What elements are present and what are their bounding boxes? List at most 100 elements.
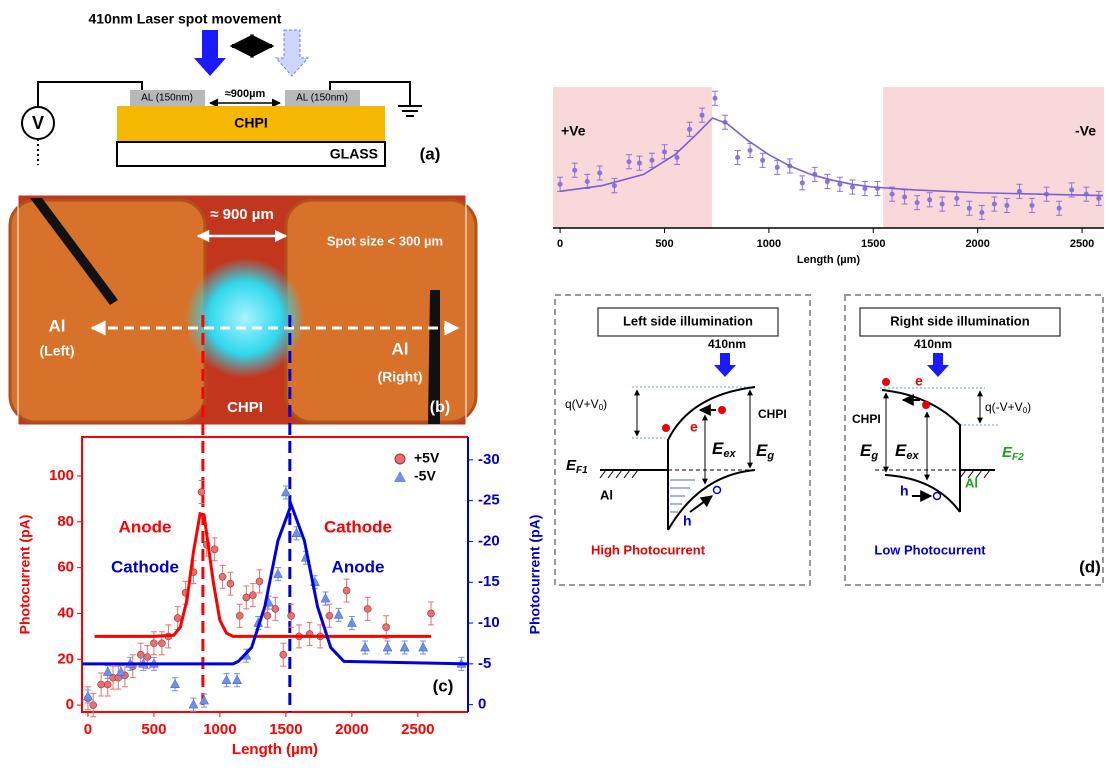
film-label: CHPI (227, 399, 263, 416)
text: E (1002, 444, 1013, 461)
title-box (859, 307, 1061, 337)
side-label: (Right) (377, 369, 422, 385)
point (199, 695, 209, 705)
result: High Photocurrent (591, 542, 706, 557)
filled-states (670, 479, 695, 513)
y2-tick-label: -20 (478, 532, 500, 549)
point (235, 611, 244, 620)
point (325, 611, 334, 620)
y-tick-label: 60 (57, 559, 74, 576)
point (116, 666, 126, 676)
wire (37, 81, 411, 107)
point (150, 639, 158, 648)
gap-label: ≈900µm (225, 88, 266, 100)
wavelength: 410nm (708, 337, 746, 351)
point (232, 674, 242, 684)
fit-line (82, 500, 469, 666)
electron-label: e (915, 373, 923, 389)
point (226, 579, 235, 588)
x-tick-label: 1000 (203, 721, 236, 738)
point (712, 95, 718, 101)
voltmeter-label: V (32, 113, 44, 133)
diagram-frame (554, 294, 811, 586)
point (799, 180, 805, 186)
diagram-title: Left side illumination (623, 313, 753, 328)
laser-arrow-ghost (274, 29, 310, 77)
text: ex (906, 450, 919, 462)
point (735, 155, 741, 160)
laser-arrow (714, 353, 736, 377)
point (1016, 188, 1022, 194)
contact-label: AL (150nm) (141, 93, 193, 104)
point (263, 611, 272, 620)
y2-tick-label: -5 (478, 655, 491, 672)
diagram-title: Right side illumination (890, 313, 1029, 328)
text: ) (1027, 400, 1031, 414)
panel-label: (c) (433, 676, 454, 695)
point (83, 690, 93, 701)
point (837, 181, 843, 187)
point (626, 159, 632, 165)
point (824, 178, 830, 184)
region-label: -Ve (1075, 123, 1096, 139)
barrier-label: q(V+V0) (565, 397, 607, 412)
point (382, 623, 390, 632)
point (320, 593, 331, 603)
pad (8, 198, 207, 424)
conduction-band (667, 386, 756, 530)
point (939, 201, 945, 207)
wavelength: 410nm (914, 337, 952, 351)
x-axis-label: Length (µm) (232, 741, 318, 758)
point (399, 641, 410, 652)
text: F2 (1012, 452, 1024, 463)
film-label: CHPI (852, 412, 881, 426)
substrate (116, 141, 386, 167)
laser-arrow (927, 353, 949, 377)
y-tick-label: 0 (66, 696, 74, 713)
diagram-frame (844, 294, 1104, 586)
point (382, 641, 393, 652)
gap-label: Eg (756, 441, 774, 461)
text: q(-V+V (985, 400, 1023, 414)
schematic: 410nm Laser spot movement V AL (150nm) A… (21, 11, 440, 167)
point (747, 147, 753, 153)
point (687, 126, 693, 132)
text: E (566, 457, 577, 474)
point (954, 195, 960, 201)
point (966, 205, 972, 211)
x-tick-label: 2500 (401, 721, 434, 738)
region (883, 87, 1104, 228)
laser-arrow (194, 30, 226, 76)
x-tick-label: 0 (557, 238, 563, 250)
point (342, 586, 351, 595)
text: E (860, 441, 872, 460)
point (158, 639, 166, 648)
text: 0 (599, 403, 604, 412)
text: q(V+V (565, 397, 599, 411)
point (188, 699, 199, 709)
y2-tick-label: 0 (478, 696, 486, 713)
point (774, 164, 780, 170)
hatch (959, 469, 991, 479)
spot-label: Spot size < 300 µm (327, 233, 443, 248)
point (699, 112, 705, 118)
point (760, 157, 766, 163)
point (197, 488, 206, 496)
film-label: CHPI (234, 115, 267, 131)
point (427, 609, 435, 618)
hole-label: h (900, 483, 909, 499)
point (287, 611, 295, 620)
point (661, 149, 667, 155)
result: Low Photocurrent (874, 542, 986, 557)
text: E (895, 441, 907, 460)
point (584, 178, 590, 184)
photo-frame (17, 194, 467, 426)
y2-axis-label: Photocurrent (pA) (527, 515, 543, 635)
y2-tick-label: -15 (478, 573, 500, 590)
point (136, 650, 145, 659)
annotation: Cathode (324, 517, 392, 536)
point (914, 200, 920, 206)
point (346, 617, 357, 627)
conduction-band (881, 389, 961, 512)
